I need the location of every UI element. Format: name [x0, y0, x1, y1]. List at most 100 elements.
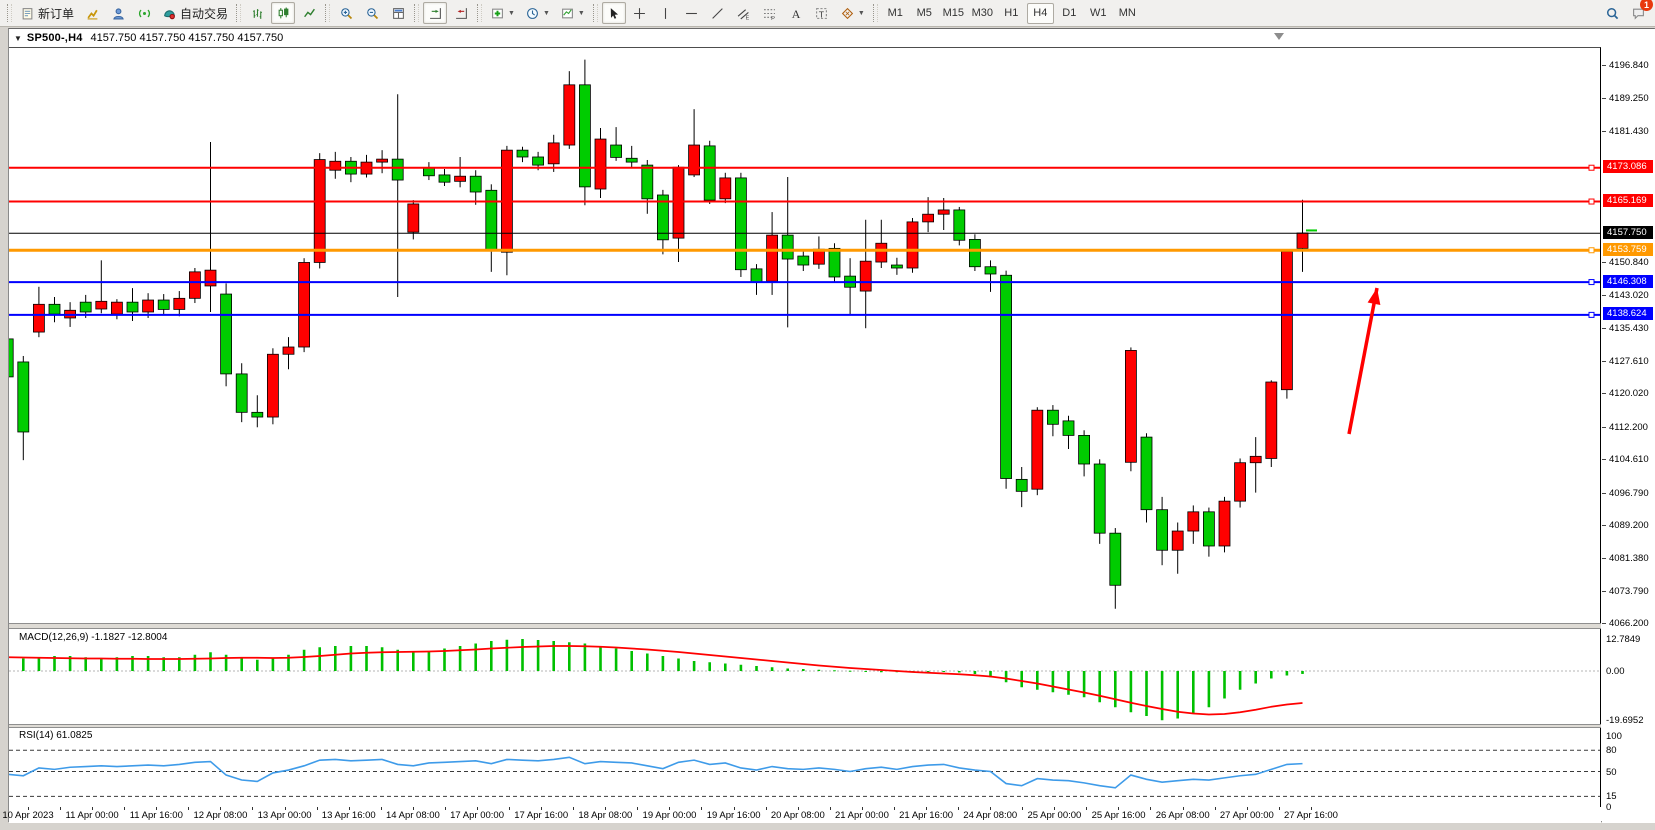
- price-tick-label: 4089.200: [1609, 519, 1649, 531]
- shapes-button[interactable]: ▼: [836, 2, 869, 24]
- macd-canvas: [9, 639, 1600, 721]
- time-tick: [733, 807, 735, 810]
- macd-bar: [1207, 671, 1211, 708]
- time-tick: [1182, 807, 1184, 810]
- macd-bar: [474, 643, 477, 671]
- candle: [547, 134, 560, 172]
- tile-windows-button[interactable]: [386, 2, 410, 24]
- time-tick: [1118, 807, 1120, 810]
- rsi-panel[interactable]: RSI(14) 61.0825: [9, 728, 1601, 807]
- vertical-line-button[interactable]: [654, 2, 678, 24]
- time-axis[interactable]: 10 Apr 2023 11 Apr 00:00 11 Apr 16:00 12 Ap…: [2, 807, 1601, 823]
- annotation-arrow[interactable]: [1347, 287, 1381, 435]
- auto-trading-button[interactable]: 自动交易: [158, 2, 232, 24]
- time-tick: [701, 807, 703, 810]
- timeframe-d1-button[interactable]: D1: [1062, 7, 1077, 19]
- candle: [672, 165, 685, 263]
- macd-panel[interactable]: MACD(12,26,9) -1.1827 -12.8004: [9, 629, 1601, 724]
- price-line-handle[interactable]: [1588, 247, 1595, 254]
- time-tick: [1022, 807, 1024, 810]
- candle: [906, 218, 919, 273]
- svg-text:F: F: [771, 15, 775, 19]
- macd-bar: [37, 657, 41, 671]
- auto-scroll-button[interactable]: [449, 2, 473, 24]
- main-chart-plot[interactable]: [9, 47, 1601, 623]
- line-chart-button[interactable]: [297, 2, 321, 24]
- candle: [844, 258, 856, 315]
- timeframe-m5-button[interactable]: M5: [916, 7, 932, 19]
- candle: [641, 159, 654, 214]
- price-line-handle[interactable]: [1588, 311, 1595, 318]
- text-button[interactable]: A: [784, 2, 808, 24]
- timeframe-h1-button[interactable]: H1: [1004, 7, 1019, 19]
- new-order-button[interactable]: 新订单: [16, 2, 78, 24]
- chat-button[interactable]: 1: [1626, 0, 1653, 24]
- bar-chart-button[interactable]: [245, 2, 269, 24]
- date-label: 27 Apr 16:00: [1284, 810, 1338, 821]
- time-tick: [637, 807, 639, 810]
- candle: [625, 145, 638, 168]
- price-axis[interactable]: 4196.840 4189.250 4181.430 4150.840 4143.020…: [1602, 29, 1655, 823]
- trendline-icon: [710, 6, 725, 21]
- indicators-button[interactable]: ▼: [486, 2, 519, 24]
- right-shift-marker-icon[interactable]: [1274, 33, 1284, 40]
- macd-bar: [131, 656, 134, 671]
- signal-icon: [137, 6, 152, 21]
- ohlc-quote-label: 4157.750 4157.750 4157.750 4157.750: [90, 32, 284, 44]
- candle: [329, 151, 342, 179]
- text-label-button[interactable]: T: [810, 2, 834, 24]
- price-tick-label: 4073.790: [1609, 585, 1649, 597]
- time-tick: [476, 807, 478, 810]
- equidistant-channel-button[interactable]: E: [732, 2, 756, 24]
- zoom-in-button[interactable]: [334, 2, 358, 24]
- rsi-canvas: [9, 749, 1600, 797]
- timeframe-m1-button[interactable]: M1: [887, 7, 903, 19]
- macd-bar: [178, 657, 181, 671]
- panel-splitter[interactable]: [9, 623, 1601, 629]
- search-button[interactable]: [1600, 2, 1624, 24]
- timeframe-m15-button[interactable]: M15: [942, 7, 964, 19]
- one-click-trading-arrow-icon[interactable]: ▼: [14, 33, 22, 43]
- time-tick: [412, 807, 414, 810]
- candle: [1093, 459, 1106, 544]
- charts-button[interactable]: [80, 2, 104, 24]
- price-tick: [1602, 590, 1606, 592]
- macd-bar: [271, 658, 275, 671]
- price-line-handle[interactable]: [1588, 279, 1595, 286]
- timeframe-h4-button[interactable]: H4: [1026, 2, 1054, 24]
- rsi-scale-label: 100: [1606, 731, 1622, 742]
- macd-bar: [739, 664, 743, 671]
- macd-bar: [1051, 671, 1055, 693]
- panel-splitter[interactable]: [9, 724, 1601, 728]
- svg-text:E: E: [746, 15, 750, 20]
- timeframe-m30-button[interactable]: M30: [971, 7, 993, 19]
- trendline-button[interactable]: [706, 2, 730, 24]
- candle: [1281, 249, 1293, 399]
- candlestick-chart-button[interactable]: [271, 2, 296, 24]
- cursor-button[interactable]: [601, 2, 626, 24]
- macd-bar: [1301, 671, 1304, 674]
- price-line-handle[interactable]: [1588, 164, 1595, 171]
- macd-bar: [1082, 671, 1086, 698]
- rsi-line: [9, 756, 1303, 789]
- horizontal-line-button[interactable]: [680, 2, 704, 24]
- timeframe-w1-button[interactable]: W1: [1090, 7, 1107, 19]
- templates-icon: [560, 6, 575, 21]
- templates-button[interactable]: ▼: [556, 2, 589, 24]
- signals-button[interactable]: [132, 2, 156, 24]
- text-icon: A: [788, 6, 803, 21]
- macd-bar: [240, 657, 243, 671]
- macd-bar: [786, 668, 789, 671]
- profile-button[interactable]: [106, 2, 130, 24]
- candle: [17, 355, 30, 461]
- periods-button[interactable]: ▼: [521, 2, 554, 24]
- price-line-handle[interactable]: [1588, 198, 1595, 205]
- zoom-out-button[interactable]: [360, 2, 384, 24]
- candle: [422, 162, 435, 181]
- candle: [1062, 415, 1075, 450]
- fibonacci-button[interactable]: F: [758, 2, 782, 24]
- timeframe-mn-button[interactable]: MN: [1118, 7, 1136, 19]
- shift-chart-end-button[interactable]: [423, 2, 448, 24]
- macd-bar: [1254, 671, 1257, 684]
- crosshair-button[interactable]: [628, 2, 652, 24]
